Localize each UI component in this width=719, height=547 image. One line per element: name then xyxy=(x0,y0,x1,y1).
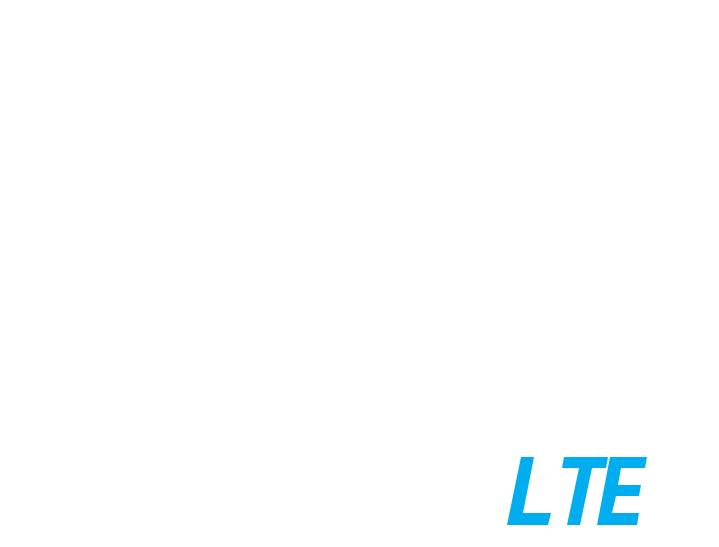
lte-letter-e-icon xyxy=(597,457,647,525)
lte-logo-icon xyxy=(507,457,647,525)
lte-wordmark xyxy=(507,457,647,525)
lte-letter-l-icon xyxy=(507,457,551,525)
lte-letter-t-icon xyxy=(562,457,608,525)
